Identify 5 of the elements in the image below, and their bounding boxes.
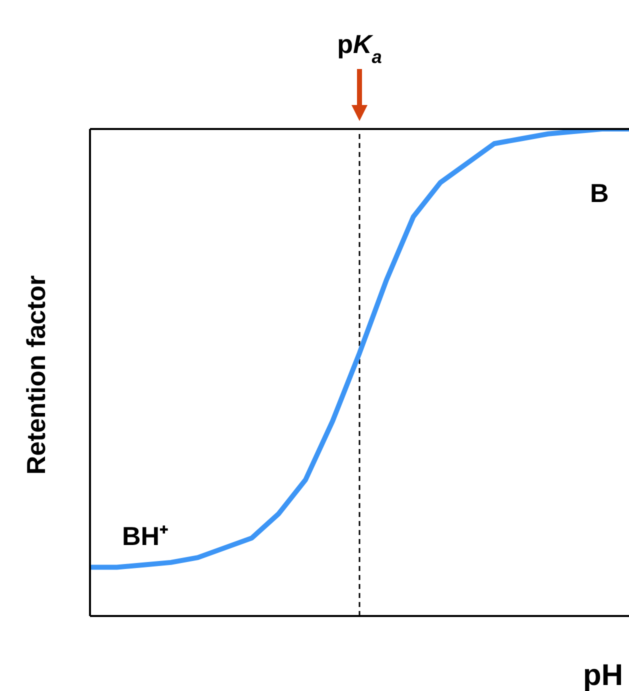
x-axis-title: pH [583, 659, 623, 691]
text: pK$_{a}$ [337, 29, 382, 67]
y-axis-title: Retention factor [21, 275, 51, 475]
annotation: B [590, 178, 609, 208]
annotation: BH⁺ [122, 521, 169, 551]
